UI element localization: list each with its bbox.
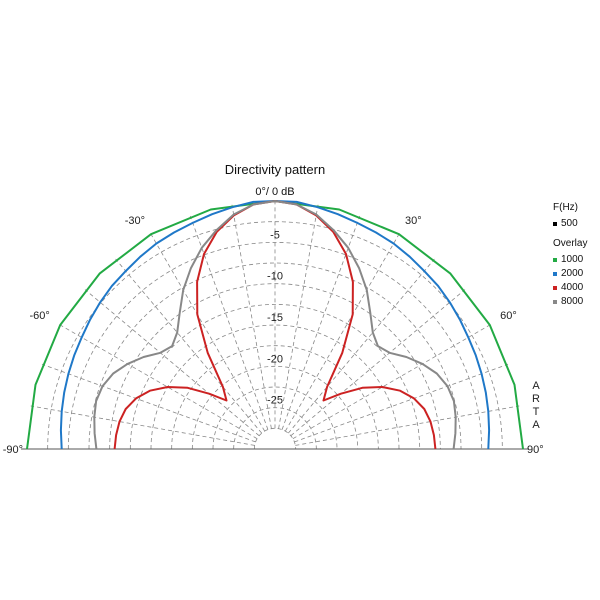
polar-grid	[21, 201, 529, 450]
legend-label-500: 500	[561, 218, 578, 229]
legend-header: F(Hz)	[553, 202, 578, 213]
radial-tick-label: -20	[267, 353, 283, 365]
angle-label: -30°	[125, 215, 145, 227]
grid-spoke	[281, 215, 361, 430]
series-layer	[26, 200, 524, 450]
legend-label-1000: 1000	[561, 254, 584, 265]
grid-ring	[150, 324, 400, 450]
legend-label-2000: 2000	[561, 268, 584, 279]
grid-spoke	[231, 204, 272, 429]
grid-spoke	[295, 405, 520, 446]
legend-item-4000: 4000	[553, 281, 587, 295]
grid-spoke	[290, 289, 466, 437]
angle-label: 60°	[500, 310, 517, 322]
grid-spoke	[278, 204, 319, 429]
legend-swatch-4000	[553, 286, 557, 290]
legend-swatch-500	[553, 222, 557, 226]
axis-labels: -5 -10 -15 -20 -25 0°/ 0 dB -90° -60° -30° 30° 60°…	[3, 186, 544, 456]
grid-spoke	[84, 289, 260, 437]
grid-spoke	[287, 258, 435, 434]
grid-spoke	[150, 234, 266, 432]
grid-spoke	[189, 215, 269, 430]
radial-tick-label: -25	[267, 395, 283, 407]
grid-ring	[191, 366, 359, 450]
grid-ring	[212, 386, 338, 450]
grid-spoke	[284, 234, 400, 432]
grid-ring	[129, 303, 421, 450]
legend-swatch-1000	[553, 258, 557, 262]
legend-overlay-label: Overlay	[553, 238, 588, 249]
grid-spoke	[292, 324, 490, 440]
legend-label-4000: 4000	[561, 282, 584, 293]
radial-tick-label: -5	[270, 229, 280, 241]
grid-ring	[171, 345, 379, 450]
legend-item-8000: 8000	[553, 295, 587, 309]
top-axis-label: 0°/ 0 dB	[255, 186, 294, 198]
series-curve-8000	[93, 200, 457, 450]
grid-ring	[47, 221, 503, 450]
grid-spoke	[115, 258, 263, 434]
grid-ring	[109, 283, 441, 450]
radial-tick-label: -15	[267, 312, 283, 324]
legend-swatch-2000	[553, 272, 557, 276]
grid-spoke	[294, 363, 509, 443]
legend-item-1000: 1000	[553, 253, 587, 267]
angle-label: 30°	[405, 215, 422, 227]
grid-spoke	[30, 405, 255, 446]
chart-title: Directivity pattern	[224, 162, 326, 177]
grid-ring	[253, 427, 297, 450]
radial-tick-label: -10	[267, 271, 283, 283]
grid-ring	[233, 407, 317, 450]
grid-spoke	[60, 324, 258, 440]
legend-item-2000: 2000	[553, 267, 587, 281]
angle-label: -90°	[3, 444, 23, 456]
angle-label: 90°	[527, 444, 544, 456]
grid-spoke	[41, 363, 256, 443]
legend-item-500: 500	[553, 217, 587, 231]
legend-swatch-8000	[553, 300, 557, 304]
angle-label: -60°	[30, 310, 50, 322]
legend-label-8000: 8000	[561, 296, 584, 307]
legend: F(Hz) 500 Overlay 1000 2000 4000 8000	[553, 201, 587, 309]
